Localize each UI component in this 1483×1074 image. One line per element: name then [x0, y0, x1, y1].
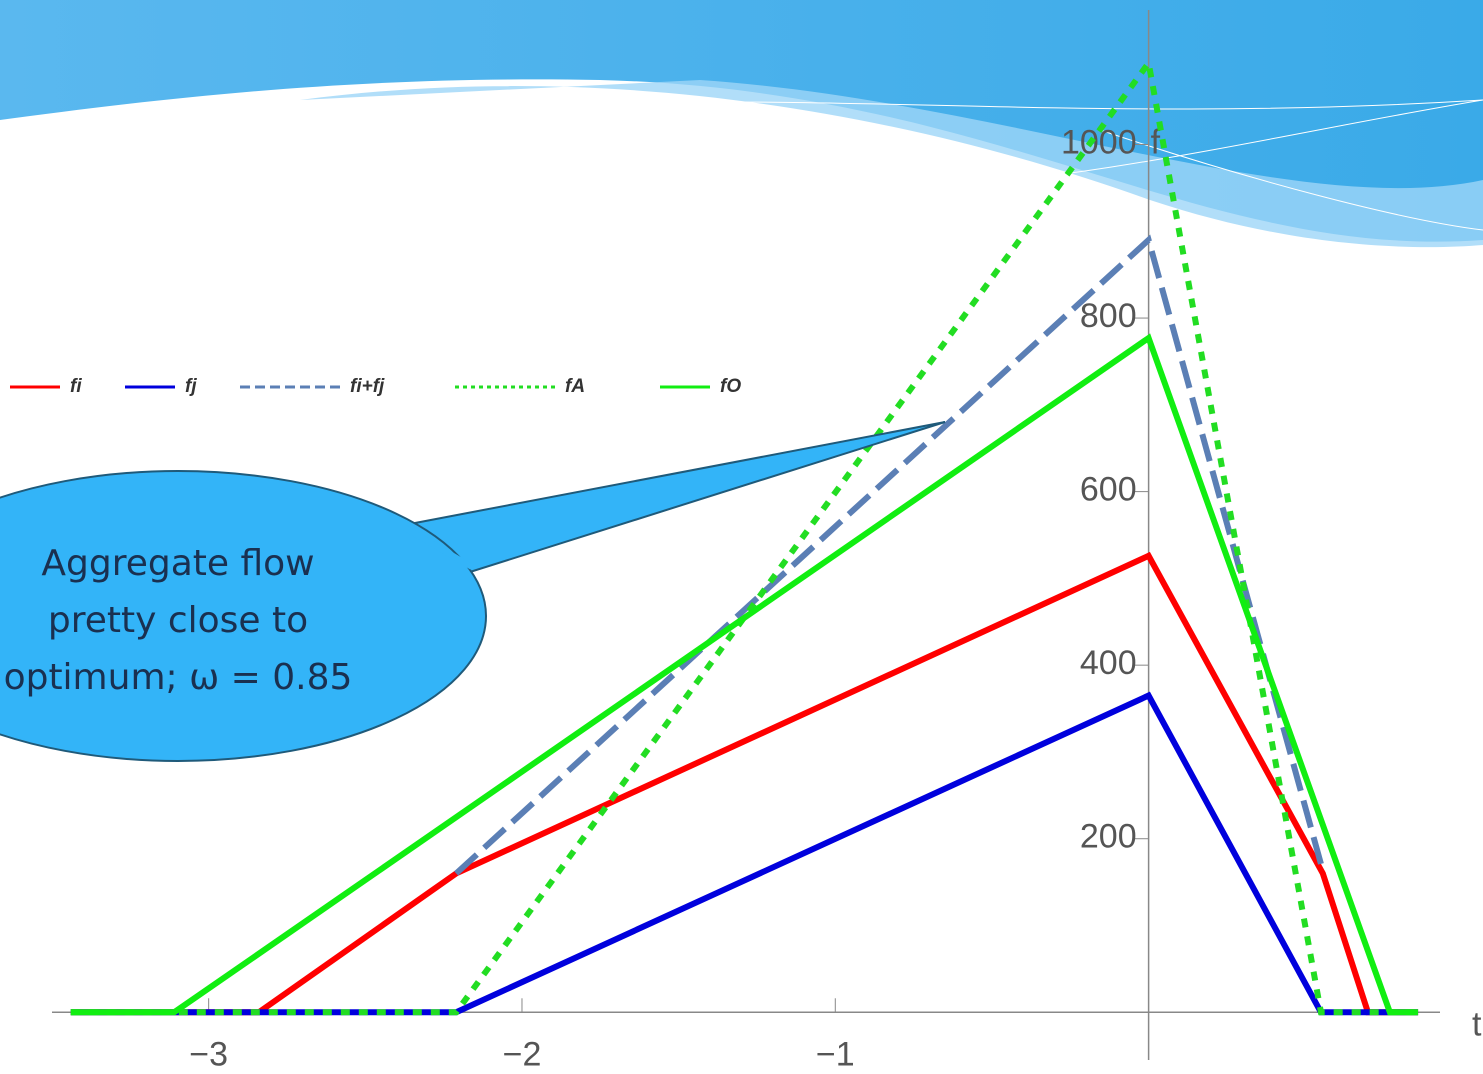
y-tick-label: 200 — [1080, 818, 1137, 856]
legend-label: fi+fj — [350, 376, 385, 397]
y-tick-label: 800 — [1080, 297, 1137, 335]
background — [0, 0, 1483, 247]
legend-label: fj — [185, 376, 197, 397]
legend-item: fi — [10, 376, 82, 397]
annotation: Aggregate flow — [41, 543, 314, 584]
legend-item: fO — [660, 376, 741, 397]
x-tick-label: −2 — [503, 1035, 542, 1073]
legend-label: fO — [720, 376, 741, 397]
chart: −3−2−12004006008001000ftfifjfi+fjfAfO Ag… — [0, 0, 1483, 1074]
y-tick-label: 400 — [1080, 644, 1137, 682]
legend-label: fi — [70, 376, 82, 397]
annotation: pretty close to — [48, 600, 308, 641]
x-tick-label: −1 — [816, 1035, 855, 1073]
annotation: optimum; ω = 0.85 — [4, 657, 353, 698]
legend-label: fA — [565, 376, 585, 397]
callout: Aggregate flow pretty close to optimum; … — [0, 422, 945, 761]
x-axis-label: t — [1472, 1005, 1482, 1043]
legend-item: fj — [125, 376, 197, 397]
legend-item: fi+fj — [240, 376, 385, 397]
y-tick-label: 600 — [1080, 471, 1137, 509]
legend-item: fA — [455, 376, 585, 397]
x-tick-label: −3 — [189, 1035, 228, 1073]
